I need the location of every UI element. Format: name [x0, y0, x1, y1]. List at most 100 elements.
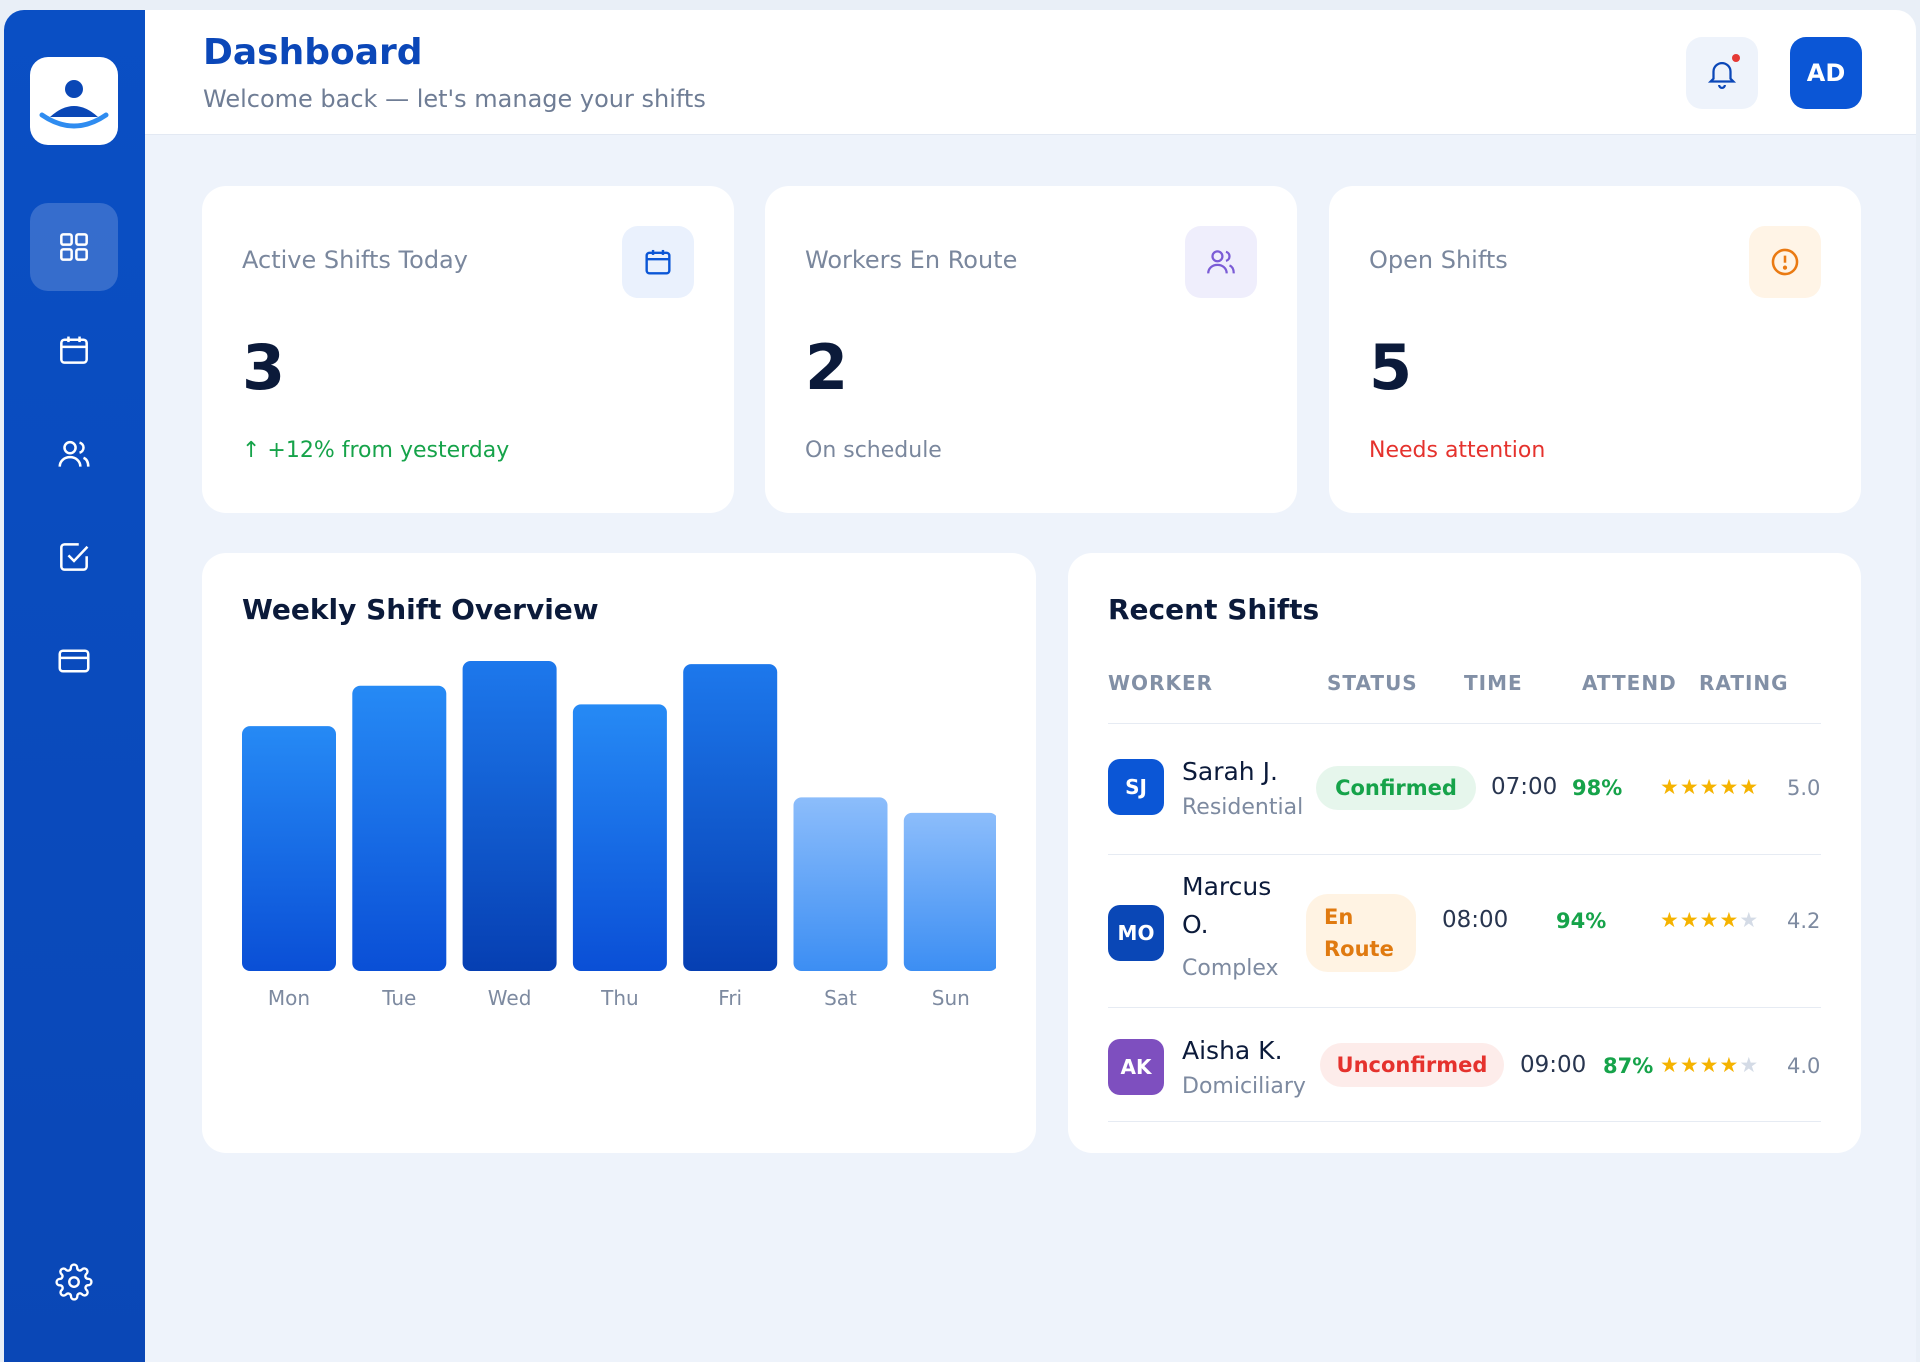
users-icon	[1207, 250, 1235, 274]
page-subtitle: Welcome back — let's manage your shifts	[203, 85, 706, 113]
stat-note: On schedule	[805, 438, 942, 463]
worker-type: Domiciliary	[1182, 1074, 1306, 1099]
notifications-button[interactable]	[1686, 37, 1758, 109]
recent-shifts-card: Recent Shifts WORKER STATUS TIME ATTEND …	[1068, 553, 1861, 1153]
page-title: Dashboard	[203, 32, 423, 73]
star-icon: ★	[1699, 775, 1720, 799]
x-tick-label: Fri	[718, 986, 742, 1010]
rating-stars: ★★★★★	[1660, 908, 1759, 932]
header-divider	[1108, 723, 1821, 724]
star-icon: ★	[1739, 1053, 1760, 1077]
star-icon: ★	[1739, 775, 1760, 799]
bar-sat[interactable]	[793, 797, 888, 971]
worker-name: Sarah J.	[1182, 757, 1278, 786]
rating-value: 5.0	[1787, 776, 1821, 800]
app-frame: Dashboard Welcome back — let's manage yo…	[4, 10, 1916, 1362]
chart-title: Weekly Shift Overview	[242, 593, 599, 626]
weekly-chart-card: Weekly Shift Overview Mon Tue Wed Thu Fri Sat…	[202, 553, 1036, 1153]
calendar-icon	[645, 249, 671, 275]
rating-value: 4.2	[1787, 909, 1821, 933]
worker-logo-icon	[39, 80, 109, 129]
x-tick-label: Mon	[268, 986, 310, 1010]
stat-label: Workers En Route	[805, 246, 1018, 274]
recent-shifts-title: Recent Shifts	[1108, 593, 1320, 626]
stat-icon-box	[1749, 226, 1821, 298]
notification-dot	[1732, 54, 1740, 62]
stat-note: Needs attention	[1369, 438, 1546, 463]
stat-value: 5	[1369, 331, 1413, 404]
credit-card-icon	[58, 649, 90, 673]
stat-icon-box	[622, 226, 694, 298]
bar-thu[interactable]	[572, 704, 667, 971]
sidebar	[4, 10, 145, 1362]
worker-type: Residential	[1182, 795, 1304, 820]
star-icon: ★	[1679, 775, 1700, 799]
worker-name: Aisha K.	[1182, 1036, 1283, 1065]
status-badge: En Route	[1306, 894, 1416, 972]
x-tick-label: Wed	[488, 986, 532, 1010]
sidebar-item-dashboard[interactable]	[30, 203, 118, 291]
shift-time: 07:00	[1491, 774, 1558, 800]
sidebar-item-workers[interactable]	[30, 410, 118, 498]
x-tick-label: Sun	[932, 986, 970, 1010]
settings-gear-icon	[55, 1263, 93, 1301]
bell-icon	[1707, 62, 1737, 89]
star-icon: ★	[1660, 1053, 1680, 1077]
checkbox-icon	[60, 543, 89, 571]
worker-type: Complex	[1182, 956, 1279, 981]
x-tick-label: Tue	[381, 986, 416, 1010]
row-divider	[1108, 1121, 1821, 1122]
star-icon: ★	[1719, 1053, 1740, 1077]
star-icon: ★	[1699, 1053, 1720, 1077]
avatar: SJ	[1108, 759, 1164, 815]
bar-fri[interactable]	[683, 664, 778, 971]
star-icon: ★	[1739, 908, 1760, 932]
row-divider	[1108, 1007, 1821, 1008]
shift-time: 09:00	[1520, 1052, 1587, 1078]
bar-wed[interactable]	[462, 661, 557, 971]
weekly-bar-chart: Mon Tue Wed Thu Fri Sat Sun	[242, 661, 996, 1010]
users-icon	[58, 440, 90, 467]
stat-label: Active Shifts Today	[242, 246, 468, 274]
star-icon: ★	[1699, 908, 1720, 932]
stat-card-open-shifts: Open Shifts 5 Needs attention	[1329, 186, 1861, 513]
dashboard-grid-icon	[60, 233, 88, 261]
column-header-time: TIME	[1464, 671, 1523, 695]
rating-stars: ★★★★★	[1660, 1053, 1759, 1077]
sidebar-item-tasks[interactable]	[30, 513, 118, 601]
attendance-rate: 98%	[1572, 776, 1623, 800]
status-badge: Unconfirmed	[1320, 1043, 1504, 1087]
star-icon: ★	[1719, 775, 1740, 799]
user-avatar-button[interactable]: AD	[1790, 37, 1862, 109]
stat-trend: ↑ +12% from yesterday	[242, 438, 510, 463]
sidebar-item-calendar[interactable]	[30, 306, 118, 394]
app-logo[interactable]	[30, 57, 118, 145]
bar-sun[interactable]	[903, 812, 996, 971]
top-header: Dashboard Welcome back — let's manage yo…	[145, 10, 1916, 135]
stat-card-workers-en-route: Workers En Route 2 On schedule	[765, 186, 1297, 513]
stat-icon-box	[1185, 226, 1257, 298]
star-icon: ★	[1660, 775, 1680, 799]
star-icon: ★	[1719, 908, 1740, 932]
status-badge: Confirmed	[1316, 766, 1476, 810]
stat-card-active-shifts: Active Shifts Today 3 ↑ +12% from yester…	[202, 186, 734, 513]
star-icon: ★	[1660, 908, 1680, 932]
avatar: AK	[1108, 1039, 1164, 1095]
row-divider	[1108, 854, 1821, 855]
column-header-rating: RATING	[1699, 671, 1789, 695]
shift-time: 08:00	[1442, 907, 1509, 933]
rating-value: 4.0	[1787, 1054, 1821, 1078]
stat-value: 2	[805, 331, 849, 404]
column-header-status: STATUS	[1327, 671, 1418, 695]
stat-label: Open Shifts	[1369, 246, 1508, 274]
x-tick-label: Thu	[600, 986, 639, 1010]
attendance-rate: 87%	[1603, 1054, 1654, 1078]
x-tick-label: Sat	[824, 986, 857, 1010]
avatar: MO	[1108, 905, 1164, 961]
alert-circle-icon	[1771, 248, 1799, 276]
sidebar-item-settings[interactable]	[30, 1238, 118, 1326]
rating-stars: ★★★★★	[1660, 775, 1759, 799]
bar-tue[interactable]	[352, 685, 447, 971]
sidebar-item-billing[interactable]	[30, 617, 118, 705]
bar-mon[interactable]	[242, 726, 336, 971]
